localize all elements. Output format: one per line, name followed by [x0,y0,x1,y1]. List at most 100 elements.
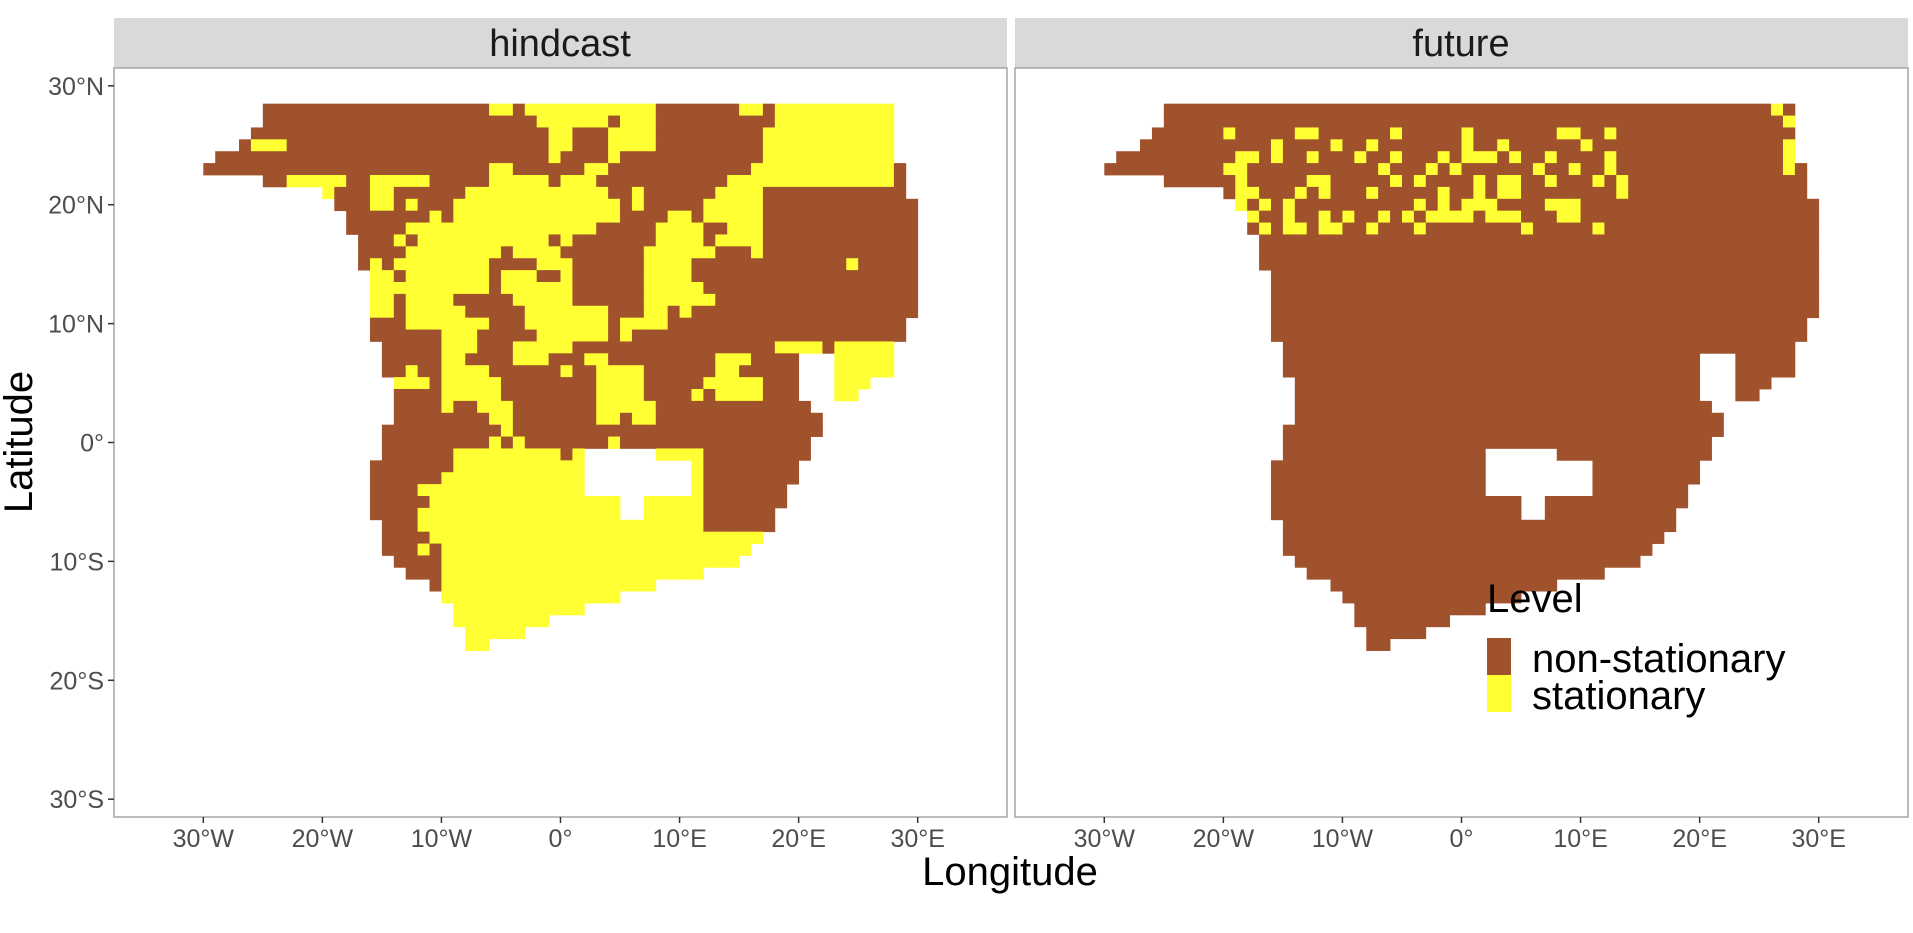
map-cell-non-stationary [417,353,430,366]
map-cell-non-stationary [500,317,514,330]
map-cell-non-stationary [1104,163,1117,176]
map-cell-stationary [667,270,680,283]
map-cell-non-stationary [1509,282,1522,295]
map-cell-non-stationary [1652,496,1665,509]
map-cell-stationary [870,175,883,188]
map-cell-non-stationary [1473,579,1486,592]
map-cell-non-stationary [1401,567,1415,580]
map-cell-non-stationary [1318,472,1331,485]
map-cell-non-stationary [762,448,776,461]
map-cell-non-stationary [1116,151,1129,164]
map-cell-stationary [512,222,526,235]
map-cell-non-stationary [703,484,716,497]
map-cell-stationary [489,519,502,533]
map-cell-non-stationary [1413,246,1427,259]
map-cell-non-stationary [715,293,728,307]
map-cell-stationary [798,139,811,152]
map-cell-non-stationary [1473,531,1486,544]
map-cell-non-stationary [1306,472,1320,485]
map-cell-non-stationary [1794,186,1808,200]
map-cell-non-stationary [1366,317,1379,330]
map-cell-stationary [524,484,538,497]
map-cell-non-stationary [798,329,811,342]
map-cell-non-stationary [1556,175,1570,188]
map-cell-non-stationary [1532,270,1546,283]
map-cell-stationary [608,436,621,449]
map-cell-non-stationary [417,163,430,176]
map-cell-non-stationary [1628,222,1641,235]
map-cell-non-stationary [1616,293,1629,307]
map-cell-non-stationary [1473,329,1486,342]
map-cell-non-stationary [1640,115,1653,128]
map-cell-non-stationary [1485,163,1498,176]
map-cell-non-stationary [1521,555,1534,568]
map-cell-non-stationary [1711,341,1724,354]
map-cell-non-stationary [489,282,502,295]
map-cell-non-stationary [1485,591,1498,604]
map-cell-non-stationary [1342,186,1355,200]
map-cell-non-stationary [1544,103,1558,116]
map-cell-non-stationary [1473,163,1486,176]
map-cell-non-stationary [1521,353,1534,366]
map-cell-non-stationary [1794,258,1808,271]
map-cell-non-stationary [1521,163,1534,176]
map-cell-non-stationary [1592,186,1605,200]
map-cell-non-stationary [1378,365,1391,378]
map-cell-non-stationary [1663,472,1677,485]
map-cell-non-stationary [1723,341,1736,354]
map-cell-stationary [691,519,704,533]
map-cell-non-stationary [250,151,264,164]
map-cell-non-stationary [1556,234,1570,247]
map-cell-non-stationary [1556,151,1570,164]
map-cell-non-stationary [239,163,252,176]
map-cell-non-stationary [667,400,680,414]
map-cell-non-stationary [1247,115,1260,128]
map-cell-non-stationary [1437,460,1450,473]
map-cell-non-stationary [679,341,692,354]
map-cell-non-stationary [1687,424,1701,437]
map-cell-non-stationary [1437,519,1450,533]
map-cell-non-stationary [1544,496,1558,509]
map-cell-non-stationary [1592,115,1605,128]
map-cell-non-stationary [1199,175,1212,188]
map-cell-stationary [524,472,538,485]
map-cell-non-stationary [798,282,811,295]
map-cell-non-stationary [1568,222,1581,235]
map-cell-non-stationary [1616,270,1629,283]
map-cell-stationary [512,484,526,497]
map-cell-non-stationary [1330,472,1343,485]
map-cell-non-stationary [1640,400,1653,414]
map-cell-non-stationary [1544,519,1558,533]
map-cell-non-stationary [1699,151,1712,164]
map-cell-non-stationary [1640,496,1653,509]
map-cell-non-stationary [608,424,621,437]
map-cell-stationary [1497,210,1510,223]
map-cell-non-stationary [1747,365,1760,378]
map-cell-stationary [500,163,514,176]
map-cell-non-stationary [762,258,776,271]
map-cell-non-stationary [1270,329,1284,342]
map-cell-non-stationary [346,139,359,152]
map-cell-non-stationary [774,246,788,259]
map-cell-non-stationary [1354,115,1367,128]
map-cell-non-stationary [1354,282,1367,295]
map-cell-non-stationary [1366,496,1379,509]
map-cell-stationary [822,139,835,152]
map-cell-non-stationary [381,448,395,461]
map-cell-stationary [548,496,561,509]
map-cell-non-stationary [1532,127,1546,140]
map-cell-stationary [608,567,621,580]
map-cell-non-stationary [870,222,883,235]
map-cell-non-stationary [1390,329,1403,342]
map-cell-non-stationary [584,258,597,271]
map-cell-non-stationary [1473,282,1486,295]
map-cell-stationary [596,496,609,509]
map-cell-stationary [465,519,478,533]
map-cell-non-stationary [417,329,430,342]
map-cell-non-stationary [631,353,645,366]
map-cell-non-stationary [846,270,859,283]
map-cell-stationary [1532,163,1546,176]
map-cell-non-stationary [1366,234,1379,247]
map-cell-stationary [465,626,478,640]
map-cell-non-stationary [1735,293,1748,307]
